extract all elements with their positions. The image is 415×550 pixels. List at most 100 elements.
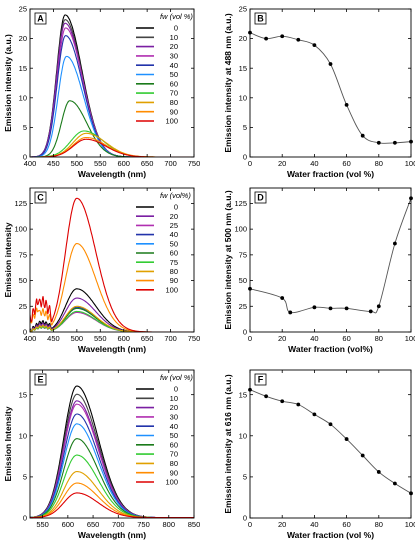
y-tick-label: 0 bbox=[23, 153, 27, 162]
x-axis-title: Water fraction (vol%) bbox=[288, 344, 373, 354]
legend-label-100: 100 bbox=[165, 117, 178, 126]
data-point-80 bbox=[376, 140, 381, 145]
panel-letter: D bbox=[257, 193, 264, 203]
x-tick-label: 600 bbox=[117, 334, 130, 343]
y-tick-label: 0 bbox=[23, 328, 27, 337]
y-tick-label: 15 bbox=[19, 390, 27, 399]
y-axis-title: Emission intensity at 616 nm (a.u.) bbox=[223, 374, 233, 514]
legend-title: fw (vol%) bbox=[160, 191, 191, 200]
x-tick-label: 550 bbox=[94, 159, 107, 168]
data-point-80 bbox=[376, 304, 381, 309]
y-tick-label: 125 bbox=[234, 199, 247, 208]
panel-letter-box bbox=[34, 373, 47, 386]
legend-label-80: 80 bbox=[170, 267, 178, 276]
panel-c: 400 450 500 550 600 650 700 7500255075100125Wav… bbox=[3, 187, 200, 354]
x-tick-label: 650 bbox=[141, 334, 154, 343]
panel-letter-box bbox=[254, 12, 267, 25]
x-tick-label: 40 bbox=[310, 159, 318, 168]
panel-f: 0 20 40 60 80 100 0 5 10 15 Water fraction (vol %)… bbox=[223, 369, 415, 540]
trend-line bbox=[250, 32, 411, 144]
y-tick-label: 100 bbox=[234, 225, 247, 234]
data-point-30 bbox=[296, 37, 301, 42]
y-tick-label: 15 bbox=[239, 390, 247, 399]
series-line-80 bbox=[30, 305, 194, 332]
y-tick-label: 50 bbox=[19, 276, 27, 285]
x-tick-label: 60 bbox=[342, 520, 350, 529]
y-tick-label: 5 bbox=[23, 472, 27, 481]
data-point-80 bbox=[376, 470, 381, 474]
x-tick-label: 550 bbox=[36, 520, 49, 529]
y-tick-label: 75 bbox=[19, 250, 27, 259]
y-tick-label: 100 bbox=[14, 225, 27, 234]
x-tick-label: 650 bbox=[141, 159, 154, 168]
legend-title: fw (vol %) bbox=[160, 12, 193, 21]
legend-label-60: 60 bbox=[170, 440, 178, 449]
legend-label-40: 40 bbox=[170, 230, 178, 239]
data-point-50 bbox=[328, 422, 333, 427]
x-tick-label: 700 bbox=[164, 159, 177, 168]
y-tick-label: 25 bbox=[19, 302, 27, 311]
legend-label-60: 60 bbox=[170, 79, 178, 88]
plot-data bbox=[250, 389, 411, 494]
y-tick-label: 0 bbox=[23, 514, 27, 523]
legend-label-90: 90 bbox=[170, 276, 178, 285]
panel-letter: E bbox=[37, 375, 43, 385]
y-axis-title: Emission intensity at 488 nm (a.u.) bbox=[223, 13, 233, 153]
x-tick-label: 100 bbox=[405, 159, 415, 168]
y-tick-label: 0 bbox=[243, 328, 247, 337]
legend-label-100: 100 bbox=[165, 478, 178, 487]
panel-d: 0 20 40 60 80 100 0 25 50 75 100 125 Water fraction … bbox=[223, 187, 415, 354]
panel-b: 0 20 40 60 80 100 0 5 10 15 20 25 Water fraction (vo… bbox=[223, 5, 415, 179]
panel-a: 400 450 500 550 600 650 700 7500510152025Wavele… bbox=[3, 5, 200, 179]
y-tick-label: 25 bbox=[239, 5, 247, 14]
x-tick-label: 850 bbox=[188, 520, 201, 529]
series-line-0 bbox=[30, 288, 194, 332]
x-tick-label: 40 bbox=[310, 334, 318, 343]
series-line-100 bbox=[30, 197, 194, 332]
x-axis-title: Wavelength (nm) bbox=[78, 169, 146, 179]
legend-label-50: 50 bbox=[170, 70, 178, 79]
plot-frame bbox=[249, 187, 412, 333]
legend-label-10: 10 bbox=[170, 33, 178, 42]
series-line-100 bbox=[30, 138, 194, 157]
series-line-20 bbox=[30, 297, 194, 332]
legend-label-0: 0 bbox=[174, 24, 178, 33]
data-point-10 bbox=[264, 36, 268, 41]
legend-label-70: 70 bbox=[170, 89, 178, 98]
legend-label-0: 0 bbox=[174, 203, 178, 212]
plot-frame bbox=[29, 8, 195, 158]
panel-letter: A bbox=[37, 14, 44, 24]
y-axis-title: Emission Intensity bbox=[3, 406, 13, 481]
x-tick-label: 700 bbox=[164, 334, 177, 343]
x-tick-label: 0 bbox=[248, 334, 252, 343]
plot-data bbox=[30, 197, 194, 332]
x-tick-label: 20 bbox=[278, 520, 286, 529]
y-tick-label: 20 bbox=[19, 34, 27, 43]
x-tick-label: 800 bbox=[163, 520, 176, 529]
data-point-30 bbox=[296, 402, 301, 407]
plot-data bbox=[250, 198, 411, 314]
legend-label-90: 90 bbox=[170, 107, 178, 116]
x-tick-label: 400 bbox=[24, 159, 37, 168]
data-point-50 bbox=[328, 62, 333, 66]
data-point-50 bbox=[328, 306, 333, 311]
x-tick-label: 650 bbox=[87, 520, 100, 529]
legend-label-40: 40 bbox=[170, 422, 178, 431]
panel-letter-box bbox=[254, 191, 267, 204]
panel-letter: C bbox=[37, 193, 44, 203]
x-tick-label: 100 bbox=[405, 334, 415, 343]
plot-frame bbox=[249, 8, 412, 158]
y-tick-label: 0 bbox=[243, 153, 247, 162]
x-tick-label: 500 bbox=[71, 159, 84, 168]
x-tick-label: 80 bbox=[375, 159, 383, 168]
x-tick-label: 100 bbox=[405, 520, 415, 529]
legend-label-20: 20 bbox=[170, 42, 178, 51]
series-line-75 bbox=[30, 310, 194, 332]
plot-data bbox=[30, 14, 194, 157]
x-axis-title: Wavelength (nm) bbox=[78, 530, 146, 540]
y-tick-label: 5 bbox=[23, 123, 27, 132]
legend-label-30: 30 bbox=[170, 413, 178, 422]
data-point-70 bbox=[360, 133, 365, 138]
